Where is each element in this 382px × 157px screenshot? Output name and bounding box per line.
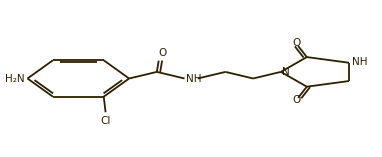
Text: Cl: Cl: [100, 116, 111, 126]
Text: H₂N: H₂N: [5, 73, 24, 84]
Text: NH: NH: [186, 74, 202, 84]
Text: O: O: [292, 38, 300, 48]
Text: N: N: [282, 67, 290, 77]
Text: NH: NH: [352, 57, 367, 67]
Text: O: O: [158, 48, 166, 58]
Text: O: O: [292, 95, 300, 106]
